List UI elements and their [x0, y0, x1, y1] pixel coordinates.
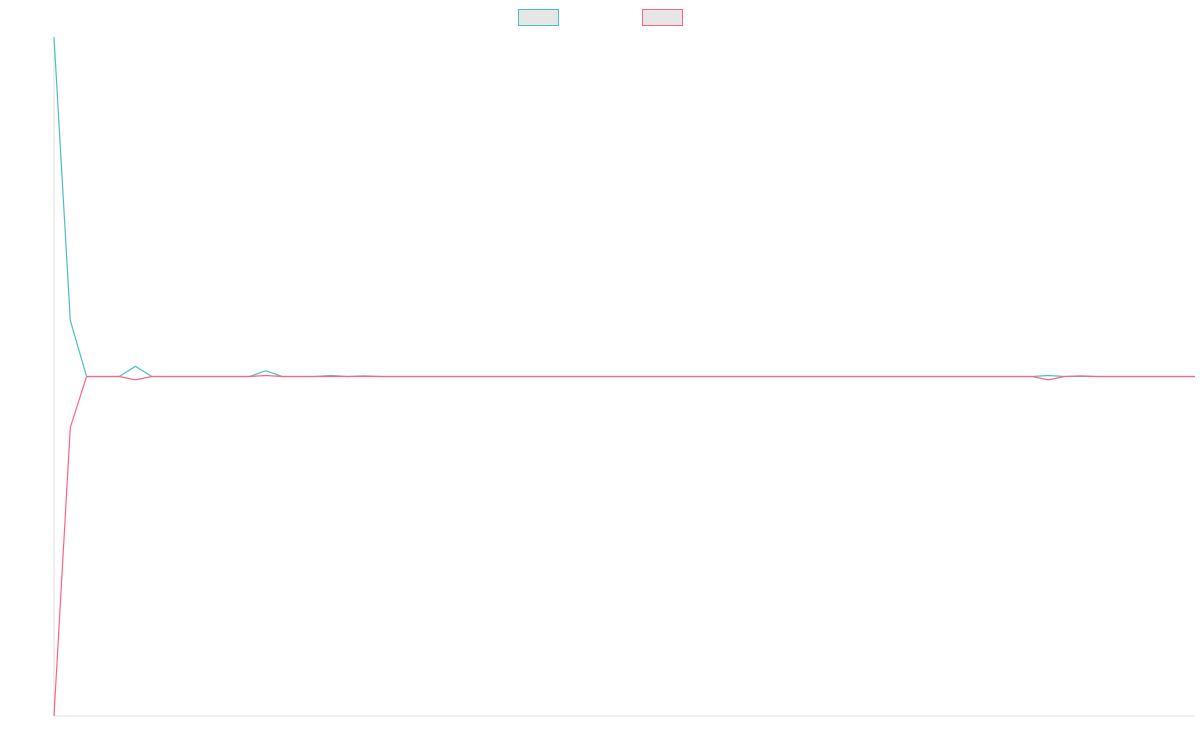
axes — [53, 37, 1195, 717]
series-layer — [53, 36, 1195, 717]
legend — [518, 9, 683, 26]
series-line-2 — [53, 374, 1195, 717]
series-line-1 — [53, 36, 1195, 378]
legend-swatch-1 — [518, 9, 559, 26]
legend-swatch-2 — [642, 9, 683, 26]
